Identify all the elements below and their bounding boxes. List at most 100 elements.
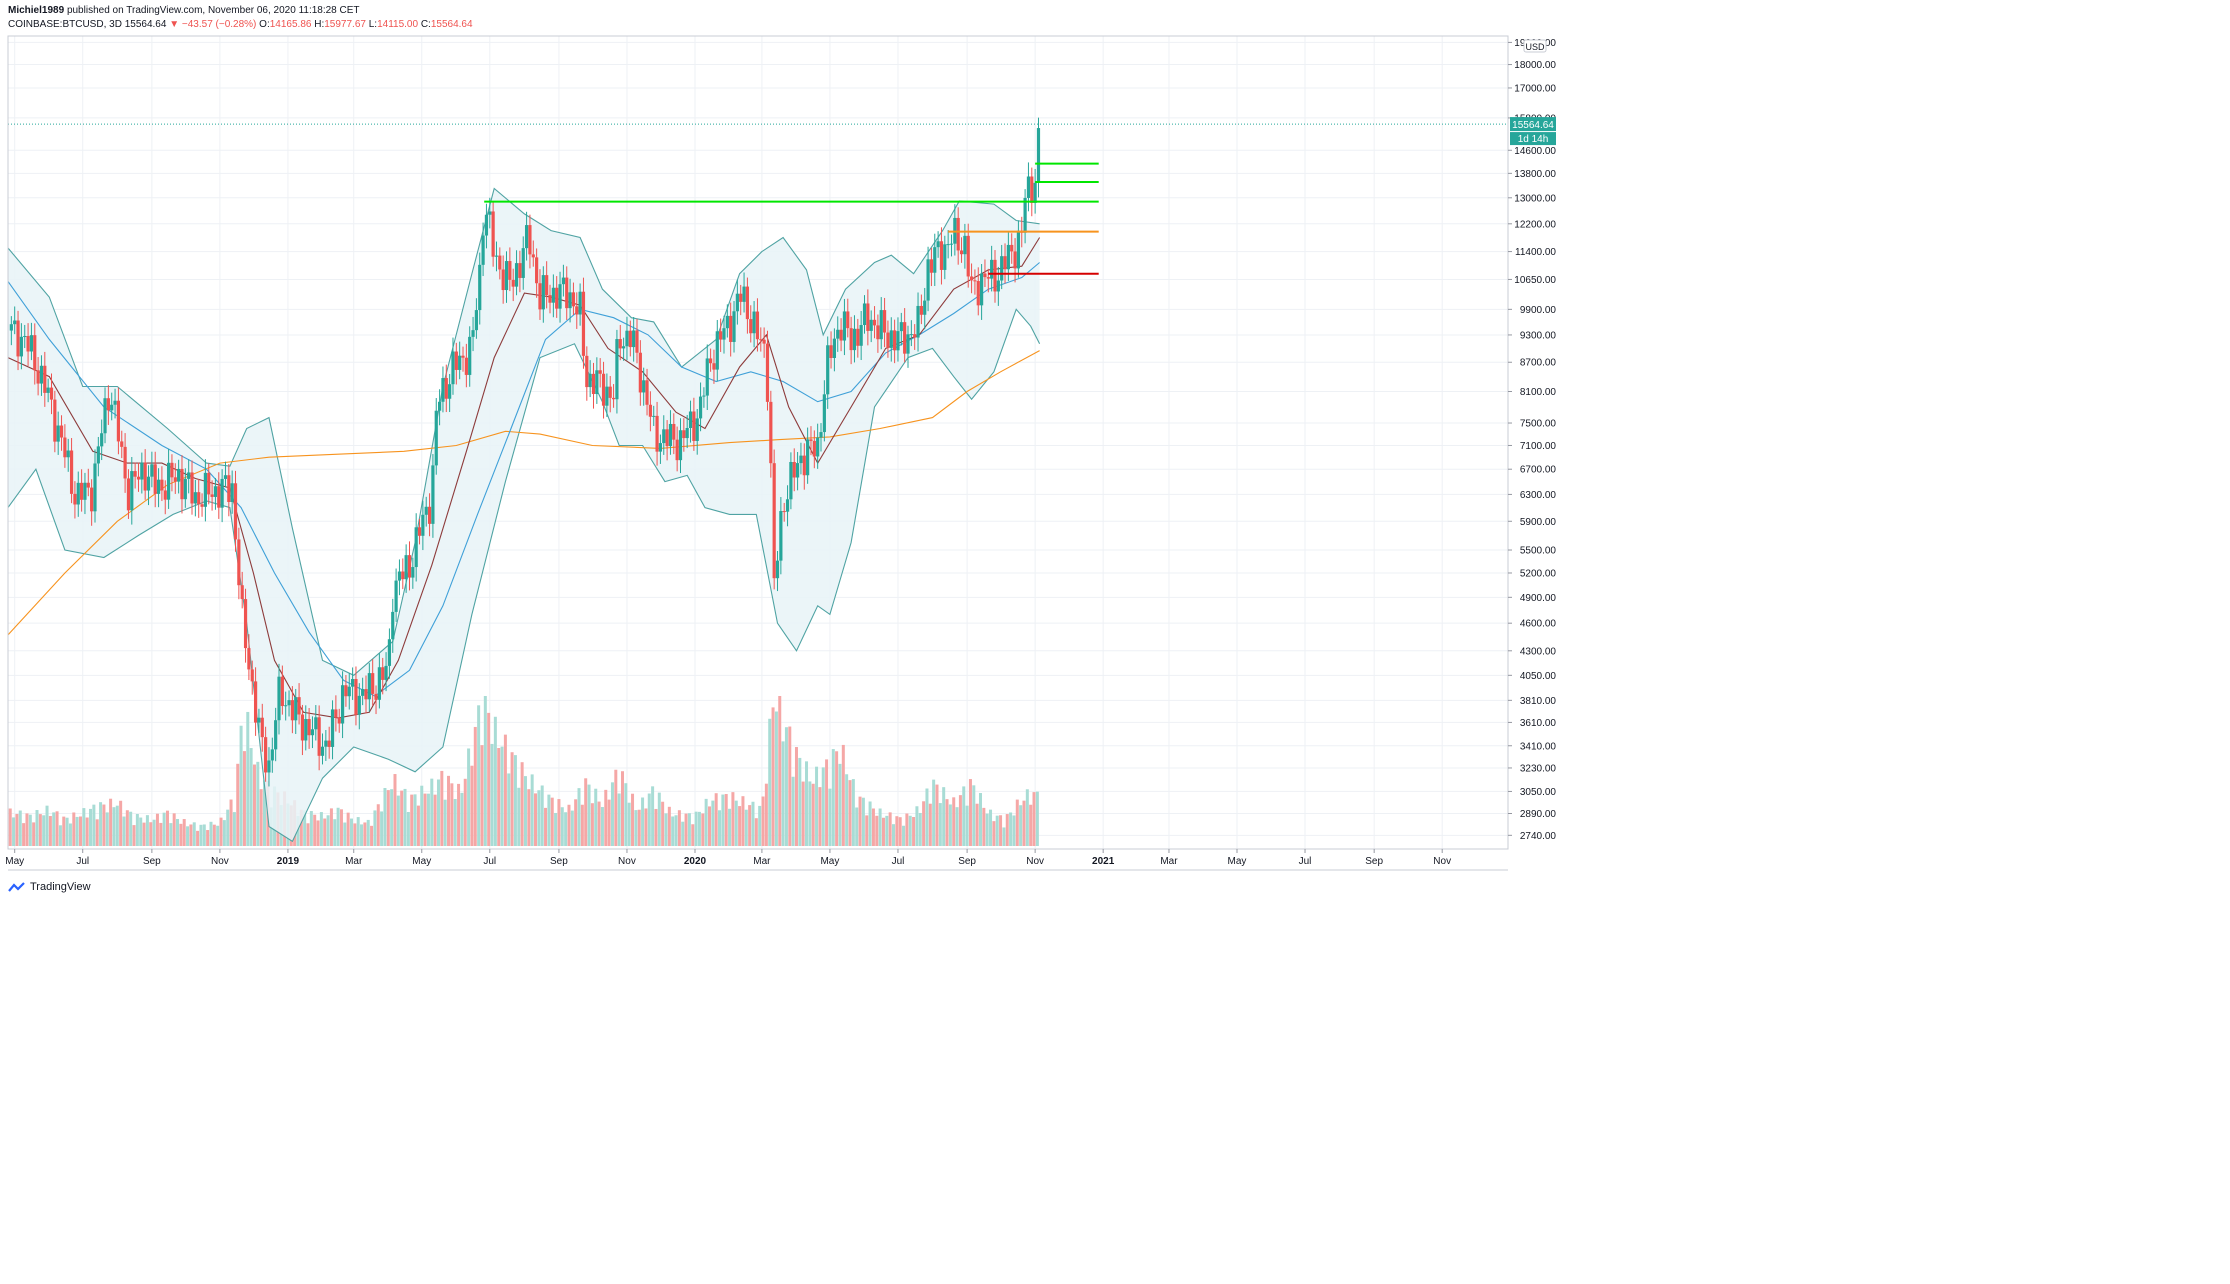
volume-bar (189, 824, 193, 846)
candle-body (601, 373, 606, 406)
volume-bar (805, 761, 809, 846)
volume-bar (523, 776, 527, 846)
volume-bar (99, 802, 103, 846)
currency-label[interactable]: USD (1525, 42, 1545, 52)
candle-body (648, 404, 652, 417)
volume-bar (480, 745, 484, 846)
candle-body (250, 669, 254, 682)
volume-bar (908, 815, 912, 846)
candle-body (153, 464, 157, 494)
volume-bar (259, 789, 263, 846)
candle-body (535, 257, 539, 284)
volume-bar (547, 794, 551, 846)
candle-body (427, 506, 432, 524)
y-tick-label: 5200.00 (1520, 568, 1557, 579)
candle-body (287, 700, 291, 706)
candle-body (183, 478, 187, 500)
volume-bar (28, 814, 32, 846)
candle-body (270, 749, 274, 761)
candle-body (806, 439, 810, 476)
volume-bar (349, 818, 353, 846)
candle-body (130, 471, 134, 511)
volume-bar (1022, 800, 1026, 846)
price-chart[interactable]: 19000.0018000.0017000.0015800.0014600.00… (0, 0, 1568, 903)
y-tick-label: 3810.00 (1520, 696, 1557, 707)
candle-body (545, 275, 549, 296)
x-tick-label: Jul (76, 856, 89, 867)
symbol-label[interactable]: COINBASE:BTCUSD, 3D (8, 19, 122, 30)
candle-body (478, 264, 482, 311)
volume-bar (356, 817, 360, 846)
volume-bar (801, 781, 805, 846)
candle-body (682, 430, 686, 439)
volume-bar (1025, 789, 1029, 846)
price-change: −43.57 (−0.28%) (181, 19, 257, 30)
candle-body (759, 339, 763, 341)
volume-bar (212, 824, 216, 846)
candle-body (521, 248, 525, 278)
volume-bar (169, 823, 173, 846)
volume-bar (788, 726, 792, 846)
candle-body (725, 315, 729, 329)
volume-bar (661, 801, 665, 846)
currency-box[interactable] (1523, 39, 1547, 53)
candle-body (49, 387, 54, 400)
author-name[interactable]: Michiel1989 (8, 5, 65, 16)
candle-body (384, 665, 388, 680)
volume-bar (888, 812, 892, 846)
volume-bar (848, 780, 852, 846)
volume-bar (263, 780, 267, 846)
volume-bar (985, 813, 989, 846)
candle-body (264, 737, 268, 773)
volume-bar (1015, 799, 1019, 846)
horizontal-levels[interactable] (8, 123, 1508, 275)
candle-body (300, 714, 305, 741)
candle-body (230, 483, 234, 503)
volume-bar (610, 782, 614, 846)
candle-body (374, 693, 378, 700)
candle-body (33, 335, 37, 371)
volume-bar (85, 817, 89, 846)
candle-body (615, 339, 619, 400)
volume-bar (681, 821, 685, 846)
candle-body (625, 330, 629, 347)
candle-body (541, 275, 545, 310)
volume-bar (109, 798, 113, 846)
candle-body (36, 370, 40, 384)
candle-body (83, 482, 87, 500)
volume-bar (507, 773, 511, 846)
volume-bar (380, 811, 384, 846)
time-axis[interactable]: May Jul Sep Nov 2019 Mar May Jul Sep Nov 2020 Mar Ma… (5, 849, 1451, 867)
volume-bar (714, 793, 718, 846)
candle-body (126, 478, 131, 511)
candle-body (976, 281, 980, 306)
candle-body (257, 717, 261, 723)
volume-bar (473, 726, 477, 846)
x-tick-label: Mar (1160, 856, 1178, 867)
candle-body (698, 396, 703, 419)
candle-body (986, 277, 990, 279)
candle-body (859, 325, 863, 346)
candle-body (100, 433, 104, 447)
volume-bar (570, 810, 574, 846)
candle-body (474, 310, 479, 331)
volume-bar (808, 781, 812, 846)
candle-body (491, 211, 495, 257)
candle-body (26, 336, 30, 352)
volume-bar (500, 746, 504, 846)
volume-bar (18, 810, 22, 846)
volume-bar (299, 809, 303, 846)
candle-body (146, 476, 151, 491)
candle-body (581, 291, 586, 356)
candle-body (431, 465, 435, 524)
volume-bar (115, 805, 119, 846)
y-tick-label: 6700.00 (1520, 465, 1557, 476)
volume-bar (443, 799, 447, 846)
candle-body (996, 280, 1000, 292)
candle-body (849, 328, 853, 351)
change-down-icon: ▼ (169, 19, 180, 30)
candle-body (451, 351, 455, 385)
price-axis[interactable]: 19000.0018000.0017000.0015800.0014600.00… (1508, 38, 1556, 842)
candle-body (217, 486, 221, 508)
footer-brand[interactable]: TradingView (8, 878, 91, 896)
